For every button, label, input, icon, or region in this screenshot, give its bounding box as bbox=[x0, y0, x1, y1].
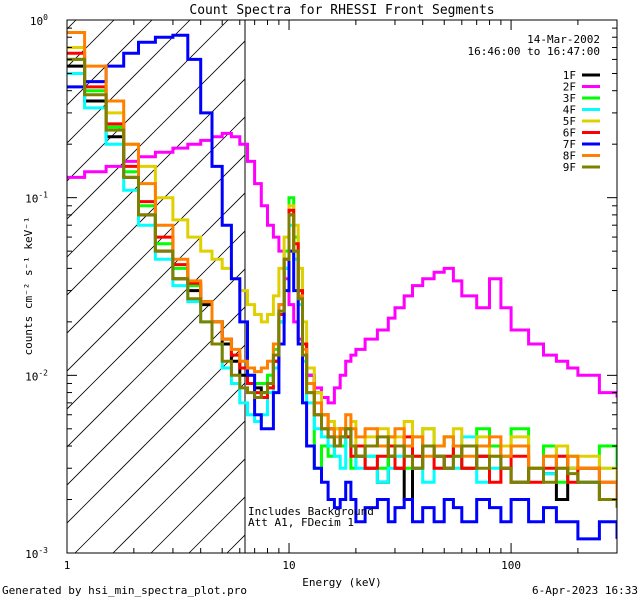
hatch-line bbox=[67, 268, 245, 448]
legend-label-5F: 5F bbox=[563, 115, 576, 128]
hatch-line bbox=[67, 40, 245, 220]
legend-label-7F: 7F bbox=[563, 138, 576, 151]
x-axis: 1 10 100 bbox=[64, 20, 618, 572]
legend-label-6F: 6F bbox=[563, 127, 576, 140]
footer-timestamp: 6-Apr-2023 16:33 bbox=[532, 584, 638, 597]
x-tick-label: 1 bbox=[64, 559, 71, 572]
series-9F-line bbox=[67, 57, 617, 508]
hatch-line bbox=[67, 20, 229, 182]
hatch-line bbox=[112, 420, 245, 553]
time-range-label: 16:46:00 to 16:47:00 bbox=[468, 45, 600, 58]
x-tick-label: 100 bbox=[501, 559, 521, 572]
chart-title: Count Spectra for RHESSI Front Segments bbox=[189, 3, 494, 18]
hatch-line bbox=[67, 344, 245, 524]
x-axis-label: Energy (keV) bbox=[302, 576, 381, 589]
hatch-line bbox=[67, 306, 245, 486]
series-7F-line bbox=[67, 33, 617, 541]
hatch-line bbox=[67, 154, 245, 334]
plot-frame bbox=[66, 19, 618, 554]
date-label: 14-Mar-2002 bbox=[527, 33, 600, 46]
hatch-line bbox=[150, 458, 245, 553]
hatch-line bbox=[67, 78, 245, 258]
legend-label-1F: 1F bbox=[563, 69, 576, 82]
annotation-attenuator: Att A1, FDecim 1 bbox=[248, 516, 354, 529]
legend-label-9F: 9F bbox=[563, 161, 576, 174]
x-tick-label: 10 bbox=[282, 559, 295, 572]
annotation-background: Includes Background bbox=[248, 505, 374, 518]
y-axis-label: counts cm⁻² s⁻¹ keV⁻¹ bbox=[22, 216, 35, 355]
hatch-line bbox=[67, 192, 245, 372]
legend-label-3F: 3F bbox=[563, 92, 576, 105]
legend-label-8F: 8F bbox=[563, 150, 576, 163]
legend-label-4F: 4F bbox=[563, 104, 576, 117]
series-layer bbox=[67, 31, 617, 541]
hatch-line bbox=[74, 382, 245, 553]
footer-generated-by: Generated by hsi_min_spectra_plot.pro bbox=[2, 584, 247, 597]
hatch-line bbox=[67, 116, 245, 296]
legend-label-2F: 2F bbox=[563, 81, 576, 94]
